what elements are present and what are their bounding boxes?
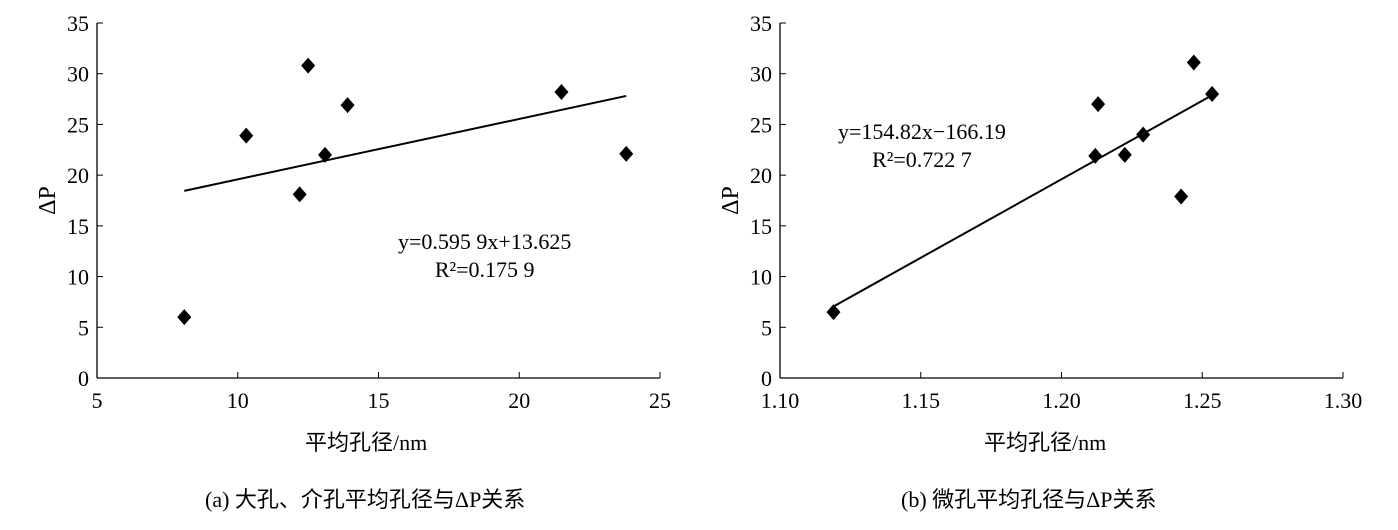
chart-a-ytick-label: 0 (78, 366, 89, 391)
chart-a-ytick-label: 5 (78, 315, 89, 340)
chart-a-ytick-label: 35 (67, 11, 89, 36)
chart-a-data-point (340, 97, 355, 114)
chart-a-caption: (a) 大孔、介孔平均孔径与ΔP关系 (205, 487, 526, 512)
chart-b-trendline (832, 95, 1212, 308)
chart-a-data-point (619, 145, 634, 162)
chart-b-xtick-label: 1.25 (1183, 388, 1222, 413)
chart-a-ytick-label: 20 (67, 163, 89, 188)
chart-b-data-point (1186, 54, 1201, 71)
chart-b-ytick-label: 25 (750, 112, 772, 137)
chart-a-data-point (177, 309, 192, 326)
chart-b-data-point (1117, 146, 1132, 163)
chart-b-xtick-label: 1.15 (902, 388, 941, 413)
chart-b-xlabel: 平均孔径/nm (984, 430, 1107, 455)
chart-a-xtick-label: 5 (92, 388, 103, 413)
chart-b-data-point (1088, 147, 1103, 164)
chart-b-ytick-label: 10 (750, 265, 772, 290)
chart-a-ytick-label: 25 (67, 112, 89, 137)
chart-b-ytick-label: 5 (761, 315, 772, 340)
chart-a-data-point (554, 83, 569, 100)
chart-a-xtick-label: 25 (649, 388, 671, 413)
chart-a-trendline (184, 94, 627, 192)
chart-b-ylabel: ΔP (718, 186, 744, 215)
chart-b-ytick-label: 30 (750, 62, 772, 87)
chart-b-ytick-label: 15 (750, 214, 772, 239)
chart-b-data-point (1091, 96, 1106, 113)
chart-a-ylabel: ΔP (35, 186, 61, 215)
chart-b-xtick-label: 1.10 (761, 388, 800, 413)
chart-b-data-point (1136, 126, 1151, 143)
chart-a-ytick-label: 30 (67, 62, 89, 87)
chart-b-data-point (1174, 188, 1189, 205)
chart-a-equation: y=0.595 9x+13.625 R²=0.175 9 (398, 229, 572, 282)
chart-a-ytick-label: 10 (67, 265, 89, 290)
chart-b-data-point (826, 304, 841, 321)
chart-b-xtick-label: 1.30 (1324, 388, 1363, 413)
chart-a-data-point (301, 57, 316, 74)
chart-b-caption: (b) 微孔平均孔径与ΔP关系 (901, 487, 1157, 512)
chart-a-xtick-label: 20 (508, 388, 530, 413)
chart-a-data-point (292, 186, 307, 203)
chart-a-ytick-label: 15 (67, 214, 89, 239)
chart-b-equation: y=154.82x−166.19 R²=0.722 7 (838, 119, 1006, 172)
chart-a-data-point (239, 127, 254, 144)
chart-b-data-point (1205, 86, 1220, 102)
chart-b-ytick-label: 0 (761, 366, 772, 391)
chart-b-ytick-label: 20 (750, 163, 772, 188)
chart-a-xtick-label: 15 (368, 388, 390, 413)
chart-a-xtick-label: 10 (227, 388, 249, 413)
chart-a-xlabel: 平均孔径/nm (305, 430, 428, 455)
chart-b-ytick-label: 35 (750, 11, 772, 36)
chart-a-data-point (318, 146, 333, 163)
chart-b-xtick-label: 1.20 (1042, 388, 1081, 413)
